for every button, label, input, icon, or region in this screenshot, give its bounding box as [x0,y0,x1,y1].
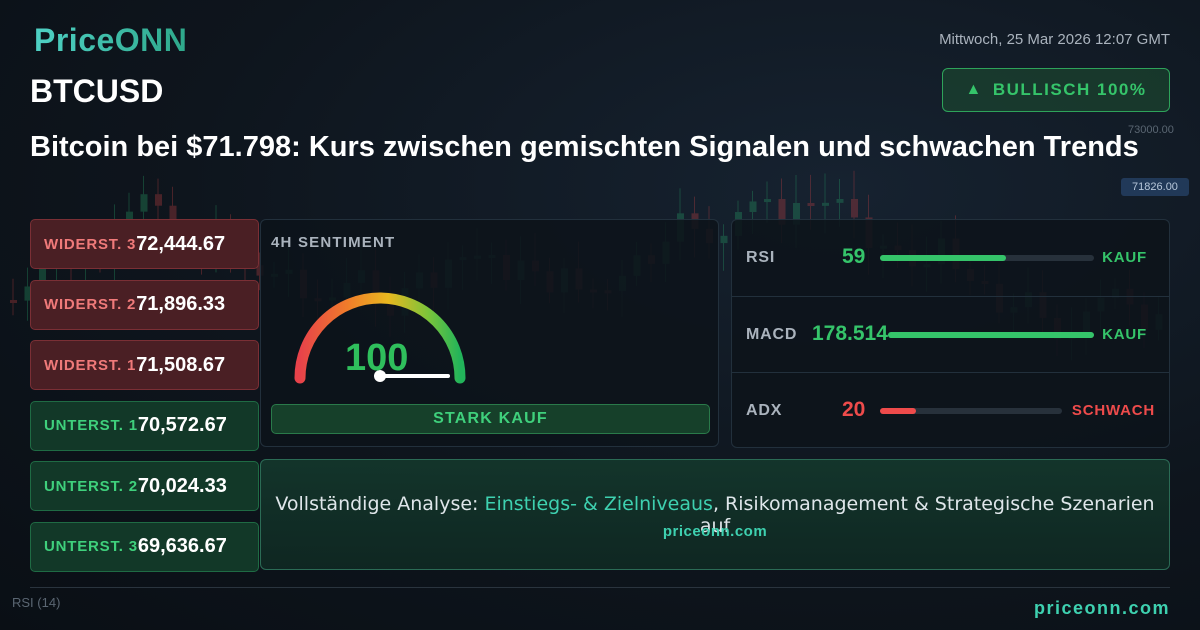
cta-highlight: Einstiegs- & Zielniveaus [484,493,713,515]
level-resistance-1: WIDERST. 1 71,508.67 [30,340,259,390]
levels-list: WIDERST. 3 72,444.67 WIDERST. 2 71,896.33 … [30,219,259,582]
rsi-footer-label: RSI (14) [12,595,60,610]
indicator-bar [880,408,1062,414]
level-support-1: UNTERST. 1 70,572.67 [30,400,259,451]
level-label: UNTERST. 1 [44,417,138,434]
signal-label: BULLISCH 100% [992,80,1147,99]
level-resistance-3: WIDERST. 3 72,444.67 [30,219,259,269]
price-axis-label: 73000.00 [1128,124,1174,136]
bg-candle [836,179,844,227]
brand-logo: PriceONN [34,22,188,58]
indicator-name: RSI [746,249,776,266]
level-label: UNTERST. 2 [44,477,138,495]
indicators-panel: RSI 59 KAUF MACD 178.514 KAUF ADX 20 SCH… [731,219,1170,448]
indicator-value: 178.514 [812,322,888,345]
rsi-period: (14) [37,595,61,610]
cta-link[interactable]: priceonn.com [662,523,768,540]
indicator-row-adx: ADX 20 SCHWACH [732,372,1169,448]
level-value: 70,572.67 [137,414,227,436]
level-resistance-2: WIDERST. 2 71,896.33 [30,279,259,330]
indicator-signal: KAUF [1102,326,1147,343]
indicator-bar [880,255,1094,261]
indicator-row-macd: MACD 178.514 KAUF [732,296,1169,372]
level-value: 71,508.67 [136,353,226,376]
gauge-arc [294,292,466,384]
headline: Bitcoin bei $71.798: Kurs zwischen gemis… [30,131,1139,163]
indicator-signal: KAUF [1102,249,1147,266]
gauge-pivot [374,370,386,382]
indicator-signal: SCHWACH [1071,402,1155,419]
symbol-title: BTCUSD [30,73,164,109]
sentiment-score: 100 [345,337,409,379]
cta-prefix: Vollständige Analyse: [275,493,485,515]
indicator-bar-fill [880,408,917,414]
indicator-bar [888,332,1094,338]
cta-text: Vollständige Analyse: Einstiegs- & Zieln… [261,493,1169,537]
rsi-label: RSI [12,595,34,610]
bg-candle [764,181,771,223]
footer-link[interactable]: priceonn.com [1033,598,1170,618]
indicator-bar-fill [888,332,1094,338]
indicator-value: 20 [842,398,866,421]
level-value: 71,896.33 [136,293,226,315]
bg-candle [155,178,162,220]
sentiment-gauge [294,292,466,384]
bg-candle [720,224,728,271]
indicator-value: 59 [842,245,866,268]
level-value: 70,024.33 [137,474,227,497]
level-label: WIDERST. 1 [44,356,137,374]
signal-badge: ▲ BULLISCH 100% [942,68,1170,112]
indicator-row-rsi: RSI 59 KAUF [732,220,1169,296]
current-price-tag: 71826.00 [1121,178,1189,196]
sentiment-verdict-badge: STARK KAUF [271,404,710,434]
level-label: WIDERST. 2 [44,296,137,313]
level-label: UNTERST. 3 [44,538,138,555]
level-label: WIDERST. 3 [44,235,137,253]
level-value: 69,636.67 [137,535,227,557]
up-triangle-icon: ▲ [965,81,983,98]
indicator-bar-fill [880,255,1007,261]
indicator-name: MACD [746,326,798,343]
timestamp: Mittwoch, 25 Mar 2026 12:07 GMT [939,31,1170,48]
level-value: 72,444.67 [136,232,226,255]
level-support-2: UNTERST. 2 70,024.33 [30,461,259,511]
bg-candle [24,267,32,321]
cta-suffix: , Risikomanagement & Strategische Szenar… [699,493,1155,537]
level-support-3: UNTERST. 3 69,636.67 [30,521,259,572]
footer-divider [30,587,1170,588]
sentiment-panel: 4H SENTIMENT 100 STARK KAUF [260,219,719,447]
bg-candle [10,278,17,316]
indicator-name: ADX [746,402,783,419]
sentiment-title: 4H SENTIMENT [271,234,396,251]
analysis-cta[interactable]: Vollständige Analyse: Einstiegs- & Zieln… [260,459,1170,570]
